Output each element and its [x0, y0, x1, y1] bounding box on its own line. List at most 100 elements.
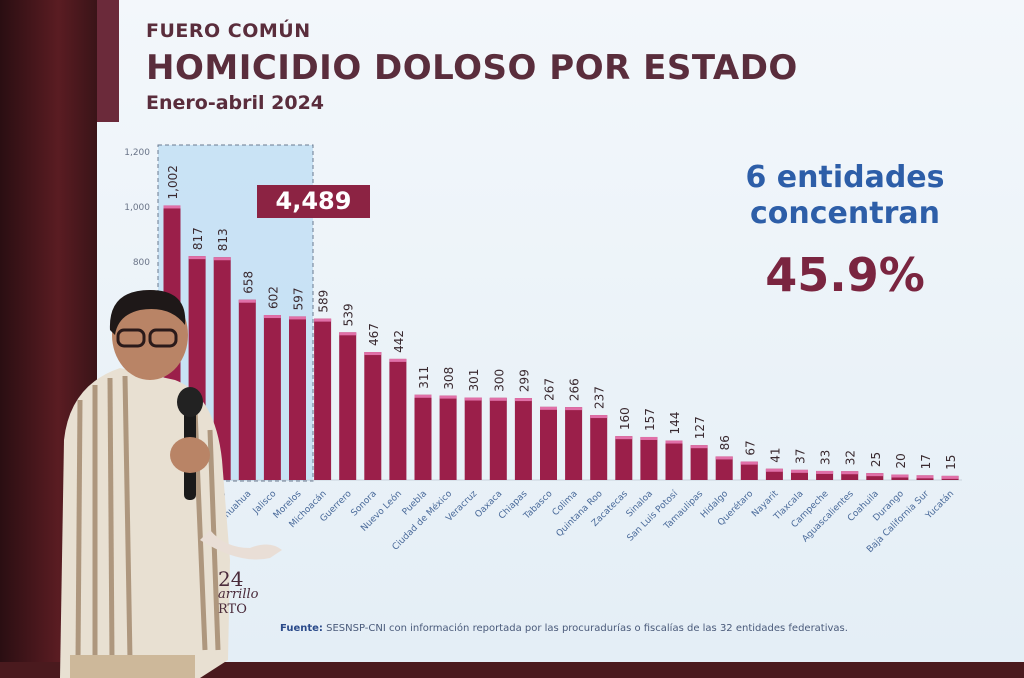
y-tick-label: 800: [133, 258, 150, 268]
presenter-hand: [170, 437, 210, 473]
value-label: 539: [342, 303, 356, 326]
bar: [238, 299, 256, 480]
value-label: 33: [819, 450, 833, 465]
value-label: 1,002: [166, 165, 180, 199]
bar-top-highlight: [414, 394, 432, 398]
bar-top-highlight: [565, 407, 583, 411]
bar-top-highlight: [188, 256, 206, 260]
bar: [866, 473, 884, 480]
bar: [439, 395, 457, 480]
value-label: 658: [241, 271, 255, 294]
bar: [213, 257, 231, 480]
value-label: 301: [467, 369, 481, 392]
slide-title: HOMICIDIO DOLOSO POR ESTADO: [146, 48, 798, 88]
bar: [364, 352, 382, 480]
callout-text: 6 entidades concentran: [700, 160, 990, 232]
bar-top-highlight: [238, 299, 256, 303]
title-accent-bar: [97, 0, 119, 122]
value-label: 157: [643, 408, 657, 431]
bar-top-highlight: [314, 318, 332, 322]
y-tick-label: 1,000: [124, 203, 150, 213]
bar: [565, 407, 583, 480]
bar-top-highlight: [816, 470, 834, 474]
bar-top-highlight: [489, 397, 507, 401]
bar: [841, 471, 859, 480]
bar: [289, 316, 306, 480]
bar-top-highlight: [690, 445, 708, 449]
bar: [665, 440, 683, 480]
value-label: 86: [718, 435, 732, 450]
bar-top-highlight: [464, 397, 482, 401]
bar-top-highlight: [615, 436, 633, 440]
bar: [740, 461, 758, 480]
bar-top-highlight: [941, 475, 959, 479]
bar-top-highlight: [916, 475, 934, 479]
bar-top-highlight: [439, 395, 457, 399]
value-label: 266: [568, 378, 582, 401]
bar: [540, 406, 557, 480]
bar-top-highlight: [389, 358, 407, 362]
value-label: 467: [367, 323, 381, 346]
value-label: 308: [442, 367, 456, 390]
bar-top-highlight: [715, 456, 733, 460]
presenter-arm: [200, 530, 282, 560]
stage-floor: [0, 662, 1024, 678]
highlight-total-badge: 4,489: [257, 185, 370, 218]
value-label: 589: [317, 290, 331, 313]
value-label: 817: [191, 227, 205, 250]
value-label: 267: [543, 378, 557, 401]
bar: [791, 469, 808, 480]
value-label: 597: [292, 288, 306, 311]
presenter-pants: [70, 655, 195, 678]
source-label: Fuente:: [280, 623, 323, 634]
bar: [263, 315, 281, 480]
bar-top-highlight: [163, 205, 181, 209]
value-label: 311: [417, 366, 431, 389]
value-label: 144: [668, 412, 682, 435]
presenter-hair: [109, 290, 186, 335]
bar-top-highlight: [364, 352, 382, 356]
bar-top-highlight: [640, 436, 658, 440]
bar-top-highlight: [765, 468, 783, 472]
slide-kicker: FUERO COMÚN: [146, 20, 311, 42]
bar: [339, 332, 357, 480]
value-label: 15: [944, 455, 958, 470]
value-label: 17: [919, 454, 933, 469]
bar-top-highlight: [213, 257, 231, 261]
bar-top-highlight: [514, 398, 532, 402]
bar: [464, 397, 482, 480]
bar: [615, 436, 633, 480]
glasses-icon: [116, 328, 178, 348]
value-label: 813: [216, 228, 230, 251]
vest-stripes: [75, 375, 221, 661]
bar: [640, 436, 658, 480]
bar: [514, 398, 532, 480]
value-label: 602: [266, 286, 280, 309]
bar-top-highlight: [891, 474, 909, 478]
bar: [765, 468, 783, 480]
bar: [489, 397, 507, 480]
value-label: 20: [894, 453, 908, 468]
bar-top-highlight: [740, 461, 758, 465]
bar: [389, 358, 407, 480]
value-label: 32: [844, 450, 858, 465]
value-label: 237: [593, 386, 607, 409]
callout-line-1: 6 entidades: [745, 160, 945, 195]
callout-line-2: concentran: [750, 196, 940, 231]
bar: [414, 394, 432, 480]
bar-top-highlight: [791, 469, 808, 473]
value-label: 160: [618, 407, 632, 430]
source-note: Fuente: SESNSP-CNI con información repor…: [280, 623, 848, 634]
y-tick-label: 1,200: [124, 148, 150, 158]
value-label: 25: [869, 452, 883, 467]
callout-percentage: 45.9%: [765, 248, 925, 302]
logo-line: RTO: [218, 602, 247, 617]
microphone-head-icon: [177, 387, 203, 417]
value-label: 37: [794, 449, 808, 464]
logo-line: 24: [218, 567, 244, 591]
bar: [816, 470, 834, 480]
bar-top-highlight: [665, 440, 683, 444]
value-label: 300: [492, 369, 506, 392]
value-label: 127: [693, 416, 707, 439]
